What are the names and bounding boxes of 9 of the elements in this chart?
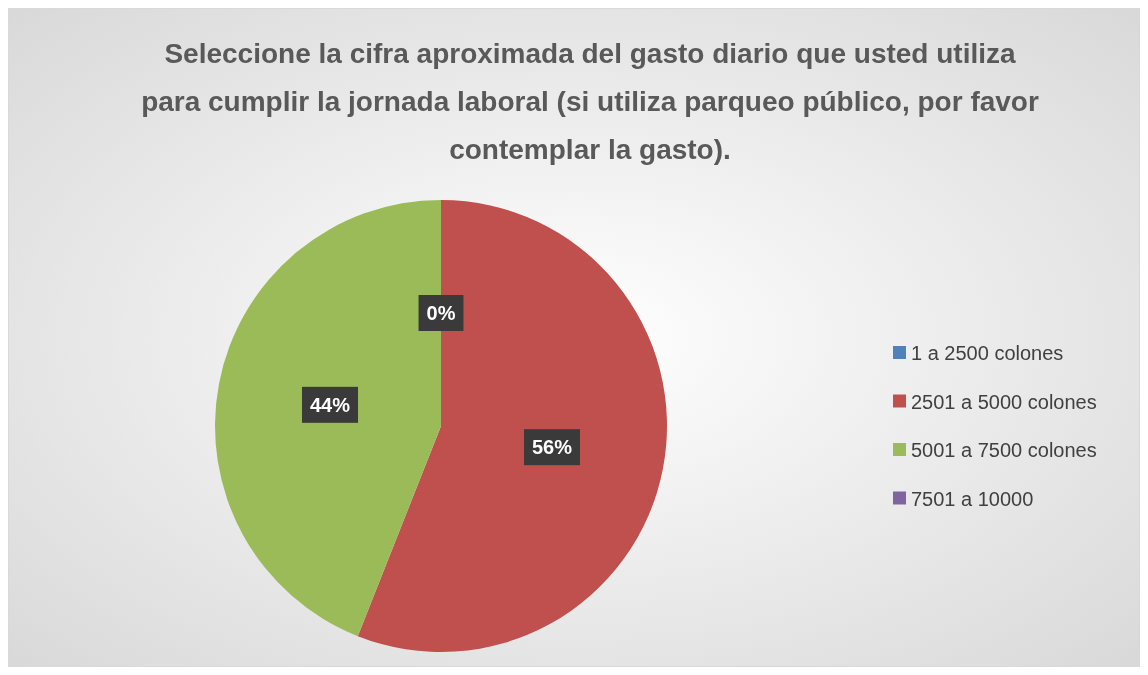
legend-label: 7501 a 10000 — [911, 487, 1034, 510]
data-label: 56% — [531, 436, 573, 459]
legend-label: 2501 a 5000 colones — [911, 390, 1097, 413]
legend-label: 1 a 2500 colones — [911, 342, 1064, 364]
pie-slice — [357, 200, 667, 652]
data-label: 44% — [309, 393, 351, 416]
chart-title: Seleccione la cifra aproximada del gasto diario que usted utiliza para cumplir la jornada laboral (si utiliza parqueo público, por favor contemplar la gasto). — [141, 38, 1039, 165]
legend-label: 5001 a 7500 colones — [911, 439, 1097, 461]
text: 0% — [426, 302, 456, 324]
